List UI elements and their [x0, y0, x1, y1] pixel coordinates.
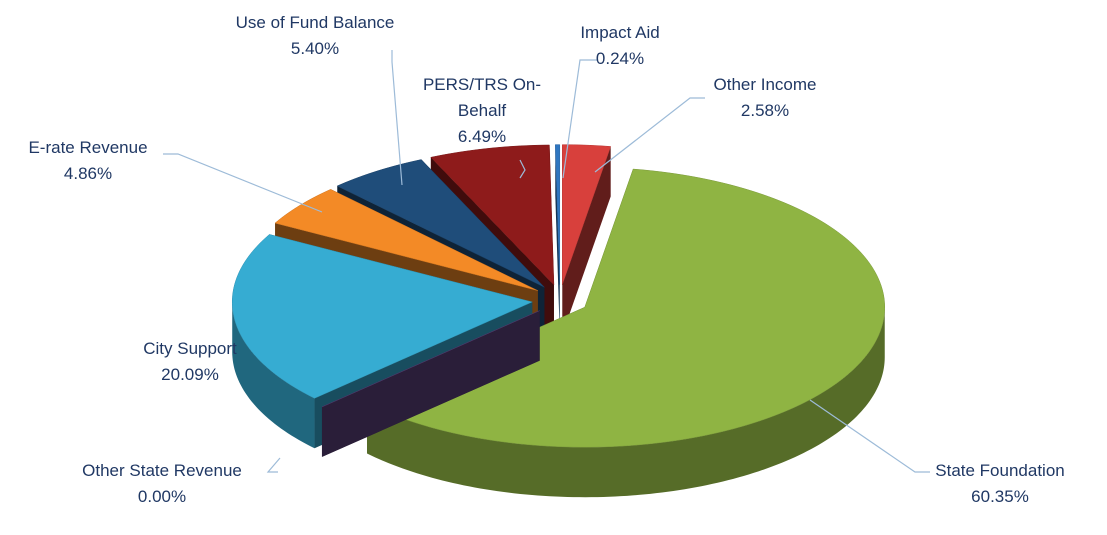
data-label: PERS/TRS On-Behalf 6.49% — [422, 72, 542, 150]
leader-line — [266, 457, 281, 473]
category-name: Other State Revenue — [82, 461, 242, 480]
leader-line — [391, 50, 403, 186]
leader-line — [519, 159, 526, 179]
value-label: 4.86% — [63, 164, 113, 183]
value-label: 5.40% — [290, 39, 340, 58]
category-name: E-rate Revenue — [28, 138, 148, 157]
data-label: State Foundation 60.35% — [935, 458, 1064, 510]
category-name: Use of Fund Balance — [235, 13, 395, 32]
leader-line — [809, 399, 930, 473]
slice-top — [274, 189, 538, 291]
category-name: Other Income — [713, 75, 817, 94]
slice-side — [367, 307, 885, 498]
slice-top — [562, 144, 612, 285]
value-label: 60.35% — [971, 487, 1029, 506]
slice-top — [336, 159, 545, 288]
slice — [555, 144, 561, 335]
category-name: Impact Aid — [580, 23, 660, 42]
leader-line — [594, 97, 705, 173]
slice-wall — [555, 144, 560, 335]
category-name: City Support — [143, 339, 237, 358]
data-label: Impact Aid 0.24% — [580, 20, 659, 72]
value-label: 20.09% — [161, 365, 219, 384]
slice-wall — [562, 146, 611, 335]
data-label: E-rate Revenue 4.86% — [28, 135, 147, 187]
data-label: Other Income 2.58% — [714, 72, 817, 124]
category-name: State Foundation — [935, 461, 1065, 480]
slice-top — [430, 144, 555, 286]
slice-top — [231, 234, 533, 399]
value-label: 6.49% — [457, 127, 507, 146]
leader-line — [163, 153, 323, 213]
data-label: City Support 20.09% — [143, 336, 237, 388]
data-label: Other State Revenue 0.00% — [82, 458, 242, 510]
value-label: 2.58% — [740, 101, 790, 120]
leader-line — [562, 59, 598, 179]
data-label: Use of Fund Balance 5.40% — [236, 10, 395, 62]
value-label: 0.00% — [137, 487, 187, 506]
value-label: 0.24% — [595, 49, 645, 68]
slice-wall — [321, 310, 540, 457]
category-name: PERS/TRS On-Behalf — [422, 75, 542, 120]
slice-top — [555, 144, 561, 285]
slice-side — [232, 301, 315, 449]
slice — [562, 144, 612, 335]
